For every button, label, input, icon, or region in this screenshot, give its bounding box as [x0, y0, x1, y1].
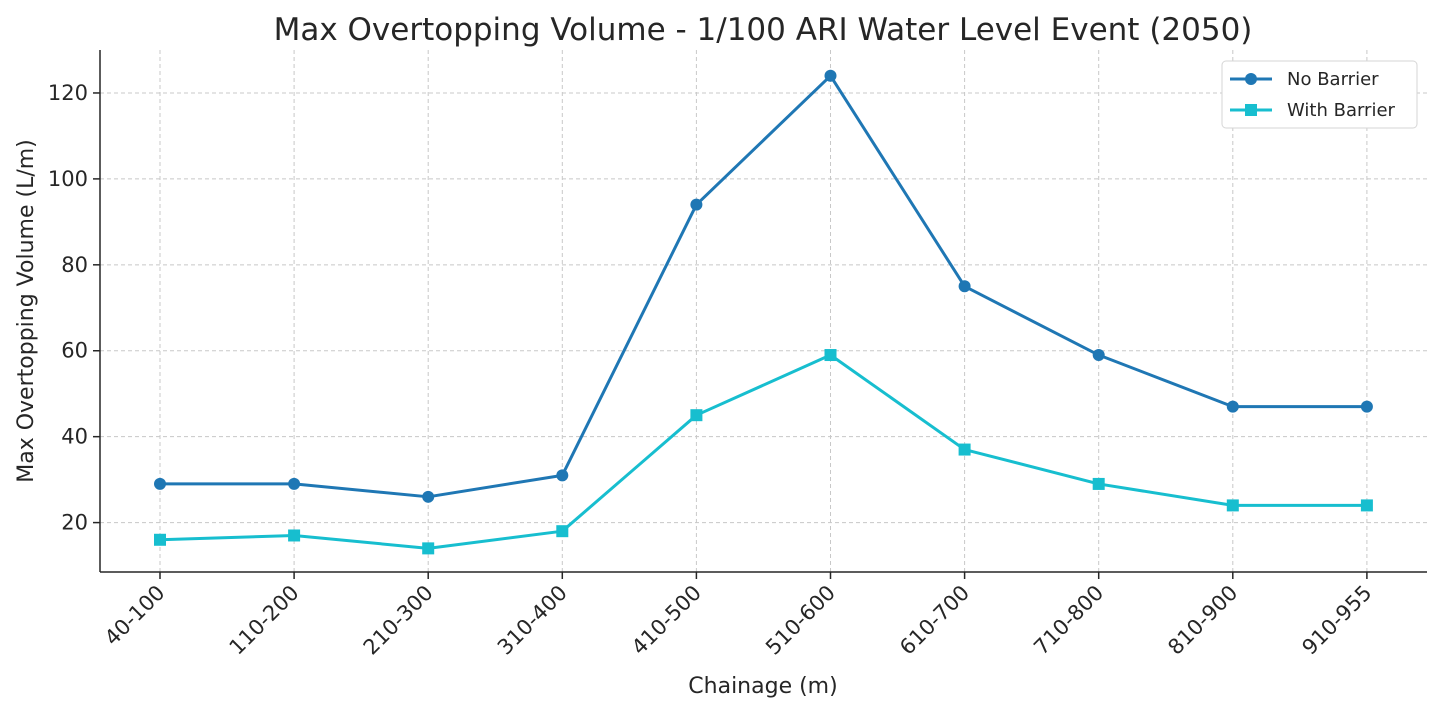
legend-marker [1245, 73, 1257, 85]
data-point [422, 542, 435, 555]
data-point [824, 349, 837, 362]
legend-item: No Barrier [1230, 69, 1379, 90]
x-tick-label: 910-955 [1297, 581, 1376, 660]
legend-item: With Barrier [1230, 100, 1396, 121]
data-point [288, 529, 301, 542]
y-tick-label: 120 [48, 81, 88, 105]
data-point [422, 490, 435, 503]
x-tick-label: 310-400 [493, 581, 572, 660]
x-tick-label: 510-600 [761, 581, 840, 660]
data-point [690, 198, 703, 211]
data-point [958, 280, 971, 293]
y-axis-label: Max Overtopping Volume (L/m) [14, 139, 39, 483]
legend: No Barrier With Barrier [1221, 60, 1418, 129]
y-tick-label: 80 [61, 253, 88, 277]
legend-label: No Barrier [1287, 69, 1379, 90]
grid [100, 50, 1427, 572]
x-tick-label: 40-100 [100, 581, 170, 651]
data-point [1226, 400, 1239, 413]
chart-title: Max Overtopping Volume - 1/100 ARI Water… [274, 12, 1253, 48]
x-tick-label: 810-900 [1163, 581, 1242, 660]
axes [93, 50, 1427, 579]
series [154, 69, 1373, 555]
x-tick-label: 710-800 [1029, 581, 1108, 660]
series-with-barrier [154, 349, 1373, 555]
y-tick-label: 60 [61, 339, 88, 363]
data-point [288, 477, 301, 490]
data-point [1092, 477, 1105, 490]
data-point [1360, 499, 1373, 512]
series-line [159, 353, 1367, 550]
data-point [556, 469, 569, 482]
x-tick-label: 410-500 [627, 581, 706, 660]
data-point [1360, 400, 1373, 413]
x-tick-label: 110-200 [225, 581, 304, 660]
data-point [690, 409, 703, 422]
series-no-barrier [154, 69, 1373, 503]
y-tick-label: 100 [48, 167, 88, 191]
data-point [154, 477, 166, 490]
data-point [154, 533, 166, 546]
data-point [1226, 499, 1239, 512]
x-tick-label: 210-300 [359, 581, 438, 660]
legend-label: With Barrier [1287, 100, 1396, 121]
data-point [958, 443, 971, 456]
data-point [1092, 349, 1105, 362]
data-point [824, 69, 837, 82]
x-axis-label: Chainage (m) [688, 674, 837, 699]
x-tick-label: 610-700 [895, 581, 974, 660]
legend-marker [1245, 104, 1257, 116]
data-point [556, 525, 569, 538]
y-tick-label: 40 [61, 425, 88, 449]
series-line [160, 74, 1367, 499]
tick-labels: 40-100 110-200 210-300 310-400 410-500 510-60… [48, 81, 1377, 660]
y-tick-label: 20 [61, 511, 88, 535]
